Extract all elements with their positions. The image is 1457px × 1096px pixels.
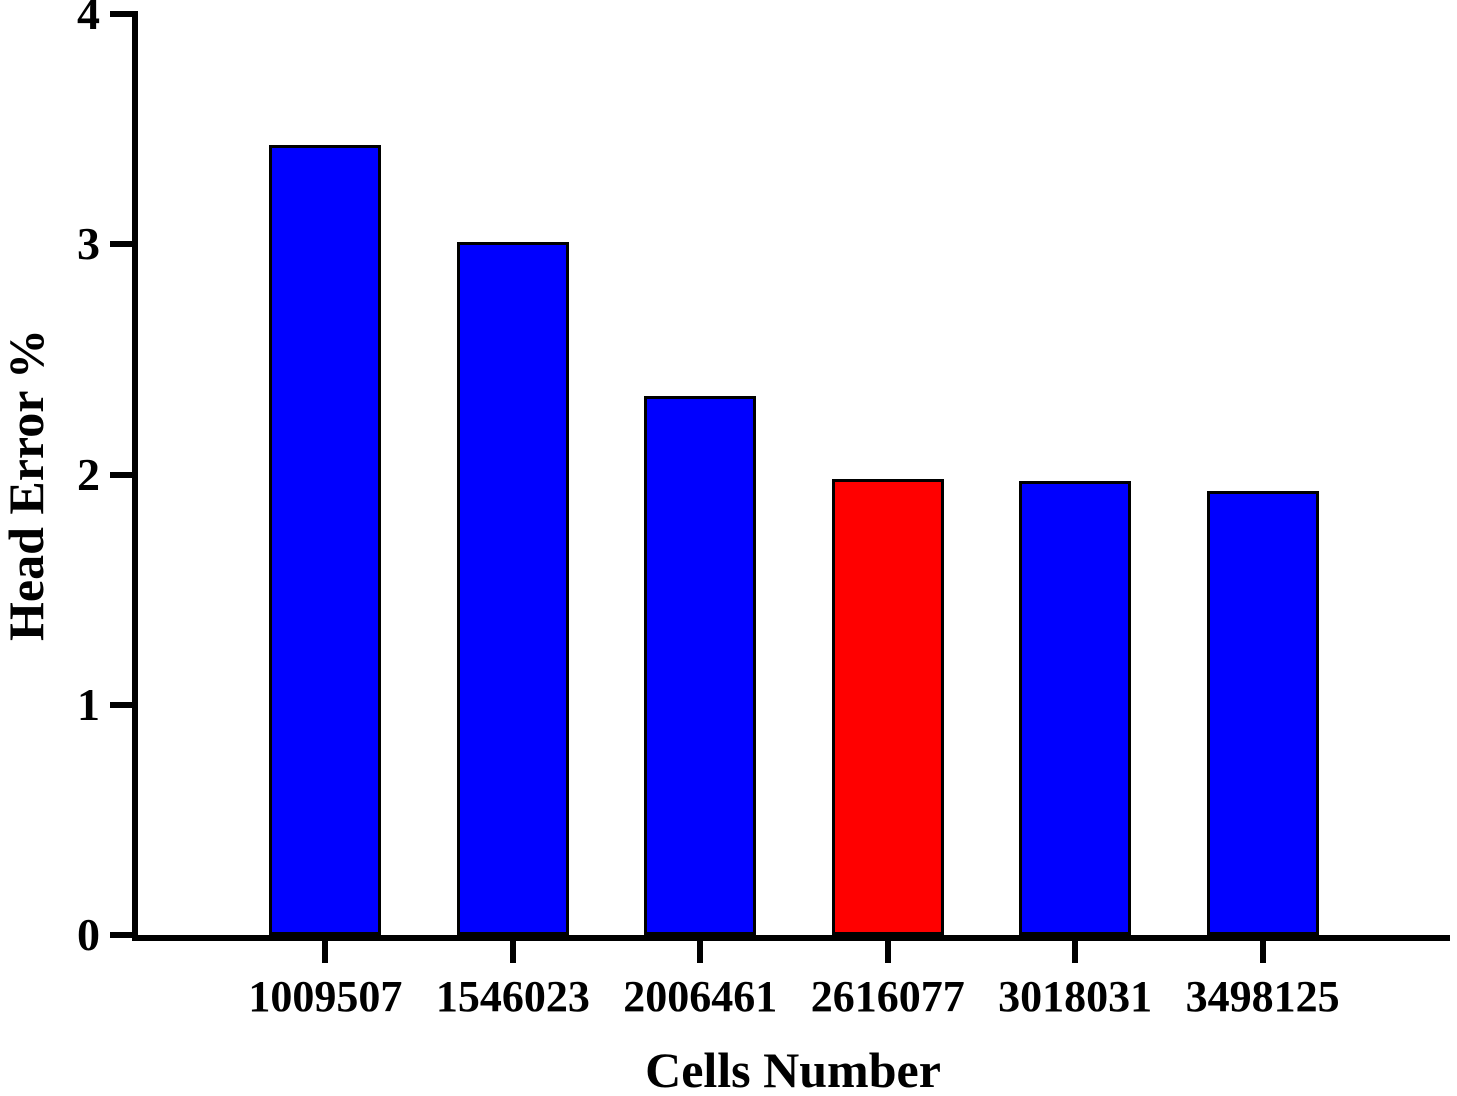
y-tick-label-4: 4 <box>77 0 100 39</box>
y-tick-label-3: 3 <box>77 218 100 270</box>
x-tick-label-1009507: 1009507 <box>248 972 403 1021</box>
x-tick-label-3018031: 3018031 <box>998 972 1153 1021</box>
bar-1009507 <box>269 145 382 935</box>
bar-3018031 <box>1019 481 1132 935</box>
x-axis-title: Cells Number <box>645 1042 941 1096</box>
x-axis-tick <box>884 941 891 963</box>
y-tick-label-0: 0 <box>77 909 100 960</box>
bar-1546023 <box>456 242 569 935</box>
x-axis-tick <box>697 941 704 963</box>
y-axis-tick <box>110 932 138 938</box>
bar-2006461 <box>644 396 757 935</box>
bar-3498125 <box>1206 491 1319 935</box>
x-axis-tick <box>509 941 516 963</box>
x-axis-tick <box>322 941 329 963</box>
y-axis-tick <box>110 471 138 478</box>
plot-area: 1009507 1546023 2006461 2616077 3018031 34981… <box>77 0 1450 1019</box>
y-tick-label-1: 1 <box>77 678 100 730</box>
y-axis-tick <box>110 701 138 708</box>
y-axis-tick <box>110 241 138 248</box>
x-tick-label-2616077: 2616077 <box>810 972 965 1021</box>
bar-2616077 <box>831 479 944 935</box>
y-axis-tick <box>110 11 138 17</box>
x-tick-label-1546023: 1546023 <box>435 972 590 1021</box>
x-tick-label-2006461: 2006461 <box>623 972 778 1021</box>
y-tick-label-2: 2 <box>77 448 100 500</box>
x-tick-label-3498125: 3498125 <box>1185 972 1340 1021</box>
x-axis-tick <box>1259 941 1266 963</box>
x-axis-tick <box>1072 941 1079 963</box>
